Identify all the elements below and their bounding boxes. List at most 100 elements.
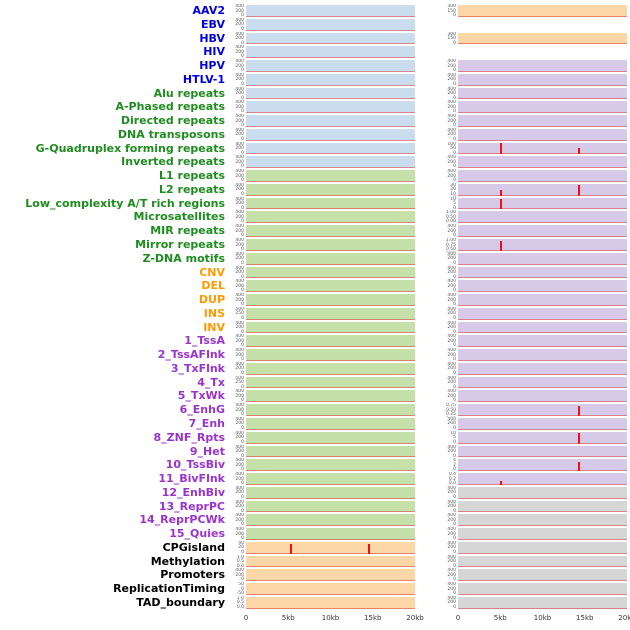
y-tick-label: 200 — [235, 531, 244, 537]
zero-baseline — [246, 373, 415, 375]
track-panel — [458, 239, 627, 251]
y-tick-label: 400 — [447, 554, 456, 560]
y-tick-label: 400 — [235, 265, 244, 271]
x-tick-label: 20kb — [618, 614, 630, 622]
track-panel — [458, 183, 627, 196]
y-tick-label: 0 — [241, 109, 244, 115]
y-tick-label: 300 — [447, 4, 456, 9]
track-panel — [246, 349, 415, 361]
track-row: DEL 400 200 0 400 200 0 — [0, 279, 630, 293]
y-tick-label: 200 — [235, 159, 244, 165]
y-tick-label: 200 — [447, 517, 456, 523]
y-tick-label: 200 — [235, 49, 244, 55]
track-panel — [246, 280, 415, 293]
y-tick-label: 400 — [447, 155, 456, 161]
zero-baseline — [458, 139, 627, 141]
signal-spike — [500, 143, 503, 155]
y-tick-label: 0.75 — [445, 403, 456, 409]
zero-baseline — [458, 222, 627, 224]
y-tick-label: 400 — [447, 527, 456, 533]
y-axis-ticks: 1.0 0.5 0.0 — [230, 596, 246, 610]
y-tick-label: 2 — [453, 462, 456, 468]
y-tick-label: 400 — [235, 472, 244, 478]
y-tick-label: 0 — [453, 302, 456, 307]
y-axis-ticks: 400 200 0 — [415, 527, 458, 541]
track-row: 14_ReprPCWk 400 200 0 400 200 0 — [0, 513, 630, 527]
y-tick-label: 0 — [453, 357, 456, 362]
y-axis-ticks: 400 200 0 — [230, 403, 246, 417]
row-label: Methylation — [150, 554, 225, 568]
y-tick-label: 0.25 — [445, 412, 456, 417]
y-tick-label: 0 — [241, 494, 244, 500]
y-tick-label: 0 — [241, 288, 244, 294]
zero-baseline — [458, 593, 627, 595]
track-row: 15_Quies 400 200 0 400 200 0 — [0, 527, 630, 541]
track-panel — [246, 266, 415, 279]
track-panel — [246, 252, 415, 265]
zero-baseline — [246, 180, 415, 182]
track-panel — [246, 569, 415, 582]
y-tick-label: 400 — [235, 4, 244, 9]
y-axis-ticks: 400 200 0 — [230, 18, 246, 32]
y-tick-label: 0.0 — [236, 563, 244, 569]
y-tick-label: 200 — [235, 476, 244, 482]
track-row: Z-DNA motifs 400 200 0 400 200 0 — [0, 252, 630, 266]
y-tick-label: 20 — [238, 545, 244, 551]
track-panel — [246, 528, 415, 540]
y-tick-label: 0.50 — [445, 214, 456, 220]
track-panel — [246, 101, 415, 114]
row-label: HIV — [203, 45, 225, 59]
y-tick-label: 200 — [447, 104, 456, 110]
y-tick-label: 0.00 — [445, 219, 456, 225]
zero-baseline — [458, 538, 627, 540]
row-label: Z-DNA motifs — [142, 251, 225, 265]
zero-baseline — [458, 580, 627, 582]
y-tick-label: 0 — [453, 467, 456, 473]
y-tick-label: 400 — [235, 293, 244, 299]
y-tick-label: 400 — [235, 141, 244, 147]
y-tick-label: 400 — [447, 499, 456, 505]
y-axis-ticks: 400 200 0 — [230, 238, 246, 252]
y-tick-label: 400 — [235, 155, 244, 161]
y-axis-ticks: 400 200 0 — [230, 210, 246, 224]
y-tick-label: 0 — [453, 549, 456, 555]
track-panel — [246, 404, 415, 416]
zero-baseline — [246, 428, 415, 430]
track-row: CPGisland 40 20 0 400 200 0 — [0, 541, 630, 555]
y-tick-label: 0.75 — [445, 242, 456, 248]
zero-baseline — [246, 291, 415, 293]
y-axis-ticks: 400 200 0 — [415, 169, 458, 183]
x-axis: 0 5kb 10kb 15kb 20kb 0 5kb 10kb 15kb 20kb — [0, 612, 630, 628]
track-rows: AAV2 400 200 0 300 150 0 EBV 400 200 0 HBV 400 200 0 30… — [0, 4, 630, 610]
zero-baseline — [458, 84, 627, 86]
y-tick-label: 0 — [241, 123, 244, 128]
track-row: Methylation 1.0 0.5 0.0 400 200 0 — [0, 555, 630, 569]
track-panel — [246, 596, 415, 609]
y-tick-label: 400 — [447, 224, 456, 230]
y-axis-ticks: 400 200 0 — [415, 155, 458, 169]
zero-baseline — [458, 43, 627, 45]
y-axis-ticks: 400 200 0 — [230, 197, 246, 211]
y-tick-label: 0 — [241, 536, 244, 541]
track-panel — [458, 60, 627, 72]
y-tick-label: 5 — [453, 201, 456, 207]
y-axis-ticks: 1.0 0.5 0.0 — [230, 555, 246, 569]
y-tick-label: 400 — [235, 485, 244, 491]
row-label: 9_Het — [189, 444, 225, 458]
y-axis-ticks: 400 200 0 — [415, 59, 458, 73]
y-axis-ticks — [415, 18, 458, 32]
y-tick-label: 200 — [235, 366, 244, 372]
track-row: 10_TssBiv 400 200 0 4 2 0 — [0, 458, 630, 472]
zero-baseline — [246, 98, 415, 100]
zero-baseline — [458, 346, 627, 348]
y-tick-label: 200 — [235, 242, 244, 248]
zero-baseline — [246, 84, 415, 86]
y-tick-label: 200 — [447, 545, 456, 551]
y-tick-label: 200 — [235, 283, 244, 289]
y-axis-ticks: 300 150 0 — [415, 4, 458, 18]
y-tick-label: 0 — [241, 412, 244, 417]
signal-spike — [577, 432, 580, 444]
row-label: 10_TssBiv — [165, 458, 225, 472]
track-row: 5_TxWk 400 200 0 400 200 0 — [0, 389, 630, 403]
track-row: Low_complexity A/T rich regions 400 200 0 10… — [0, 197, 630, 211]
